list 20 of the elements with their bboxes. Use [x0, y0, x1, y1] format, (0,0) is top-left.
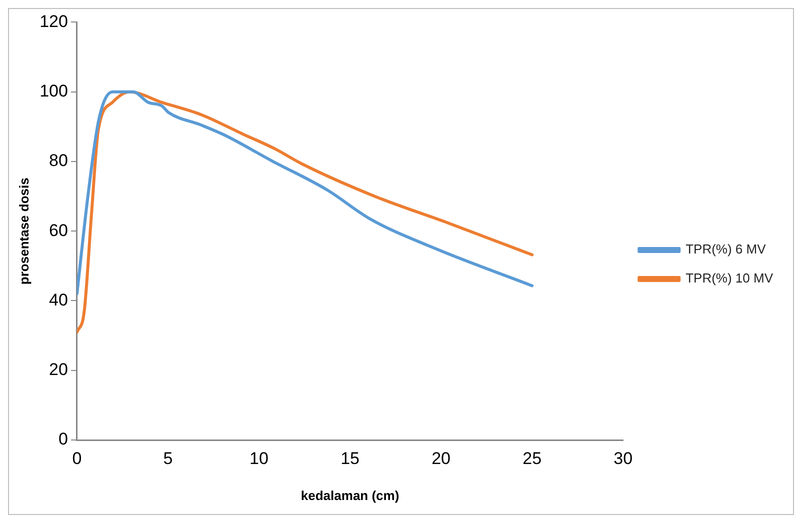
- x-tick-label: 20: [432, 448, 451, 468]
- legend-label: TPR(%) 10 MV: [686, 270, 774, 286]
- x-tick-label: 15: [340, 448, 360, 468]
- y-tick-label: 40: [49, 290, 68, 310]
- y-tick-label: 0: [58, 430, 68, 449]
- x-tick-label: 25: [522, 448, 542, 468]
- x-tick-label: 10: [250, 448, 268, 468]
- x-axis-title: kedalaman (cm): [300, 488, 400, 503]
- x-tick-label: 0: [72, 448, 82, 468]
- x-tick-label: 30: [614, 448, 633, 468]
- y-tick-label: 80: [49, 151, 68, 170]
- y-tick-label: 20: [49, 360, 68, 380]
- line-series: [76, 90, 534, 334]
- y-tick-label: 120: [40, 12, 68, 31]
- legend-label: TPR(%) 6 MV: [686, 242, 766, 257]
- y-tick-label: 60: [49, 220, 68, 240]
- x-tick-label: 5: [163, 448, 173, 468]
- line-series: [76, 90, 534, 296]
- y-axis-title: prosentase dosis: [16, 178, 32, 285]
- y-tick-label: 100: [40, 82, 68, 101]
